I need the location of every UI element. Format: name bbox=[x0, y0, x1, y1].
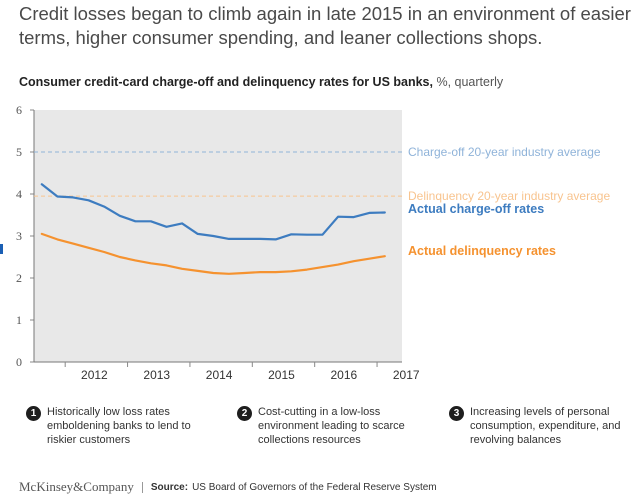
y-tick-label-6: 6 bbox=[16, 103, 22, 117]
note-1-number: 1 bbox=[26, 406, 41, 421]
y-tick-label-2: 2 bbox=[16, 271, 22, 285]
reference-line-label-2: Delinquency 20-year industry average bbox=[408, 189, 610, 203]
y-tick-label-1: 1 bbox=[16, 313, 22, 327]
x-tick-label-2013: 2013 bbox=[143, 368, 170, 382]
x-tick-label-2017: 2017 bbox=[393, 368, 420, 382]
note-3-number: 3 bbox=[449, 406, 464, 421]
x-tick-label-2014: 2014 bbox=[206, 368, 233, 382]
footer-divider bbox=[142, 482, 143, 493]
line-chart: 0 1 2 3 4 5 6 2012 2013 2014 2015 2016 2017 Charge-of… bbox=[0, 96, 641, 396]
note-3-text: Increasing levels of personal consumptio… bbox=[470, 405, 634, 447]
chart-subtitle-bold: Consumer credit-card charge-off and deli… bbox=[19, 75, 433, 89]
x-tick-label-2016: 2016 bbox=[331, 368, 358, 382]
note-2: 2 Cost-cutting in a low-loss environment… bbox=[237, 405, 437, 447]
note-2-number: 2 bbox=[237, 406, 252, 421]
chart-subtitle-units: %, quarterly bbox=[436, 75, 503, 89]
x-tick-label-2015: 2015 bbox=[268, 368, 295, 382]
chart-subtitle: Consumer credit-card charge-off and deli… bbox=[19, 75, 503, 89]
series-label-delinquency: Actual delinquency rates bbox=[408, 244, 556, 258]
note-1-text: Historically low loss rates emboldening … bbox=[47, 405, 221, 447]
x-tick-label-2012: 2012 bbox=[81, 368, 108, 382]
reference-line-label-1: Charge-off 20-year industry average bbox=[408, 145, 601, 159]
y-tick-label-3: 3 bbox=[16, 229, 22, 243]
note-2-text: Cost-cutting in a low-loss environment l… bbox=[258, 405, 437, 447]
y-tick-label-4: 4 bbox=[16, 187, 22, 201]
headline: Credit losses began to climb again in la… bbox=[19, 2, 634, 50]
note-3: 3 Increasing levels of personal consumpt… bbox=[449, 405, 634, 447]
y-tick-label-0: 0 bbox=[16, 355, 22, 369]
source-label: Source: bbox=[151, 482, 188, 493]
source-text: US Board of Governors of the Federal Res… bbox=[192, 482, 437, 493]
series-label-chargeoff: Actual charge-off rates bbox=[408, 202, 544, 216]
note-1: 1 Historically low loss rates emboldenin… bbox=[26, 405, 221, 447]
y-tick-label-5: 5 bbox=[16, 145, 22, 159]
